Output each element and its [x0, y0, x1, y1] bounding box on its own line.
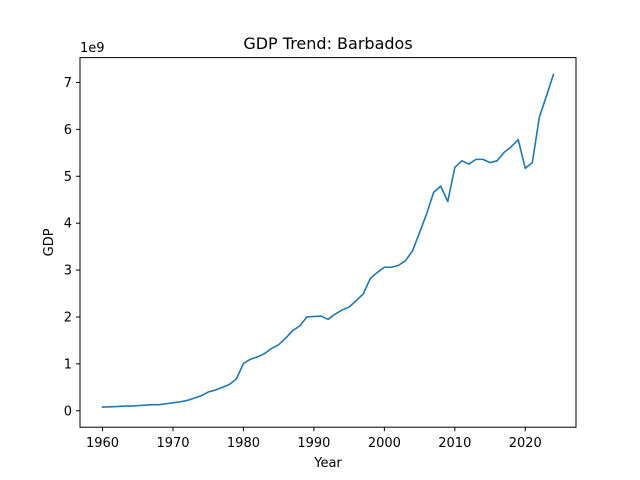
x-tick-label: 2020 [509, 436, 542, 451]
y-tick-label: 4 [64, 217, 72, 232]
series-layer [101, 73, 555, 408]
x-axis-label: Year [313, 456, 342, 471]
plot-area [80, 57, 576, 428]
x-tick-label: 2000 [368, 436, 401, 451]
plot-frame [79, 57, 577, 428]
y-tick-label: 1 [64, 357, 72, 372]
x-tick-label: 1980 [227, 436, 260, 451]
x-tick-label: 1960 [86, 436, 119, 451]
y-axis-label: GDP [42, 228, 57, 256]
y-tick-label: 5 [64, 170, 72, 185]
y-tick-label: 7 [64, 76, 72, 91]
y-axis-ticks: 0 1 2 3 4 5 6 7 [64, 76, 80, 419]
x-tick-label: 1990 [297, 436, 330, 451]
y-offset-label: 1e9 [80, 41, 105, 56]
x-tick-label: 2010 [438, 436, 471, 451]
x-tick-label: 1970 [156, 436, 189, 451]
chart-title: GDP Trend: Barbados [243, 34, 412, 53]
x-axis-ticks: 1960 1970 1980 1990 2000 2010 2020 [86, 427, 542, 451]
y-tick-label: 6 [64, 123, 72, 138]
y-tick-label: 3 [64, 264, 72, 279]
gdp-series-line [101, 73, 555, 408]
y-tick-label: 0 [64, 404, 72, 419]
y-tick-label: 2 [64, 310, 72, 325]
